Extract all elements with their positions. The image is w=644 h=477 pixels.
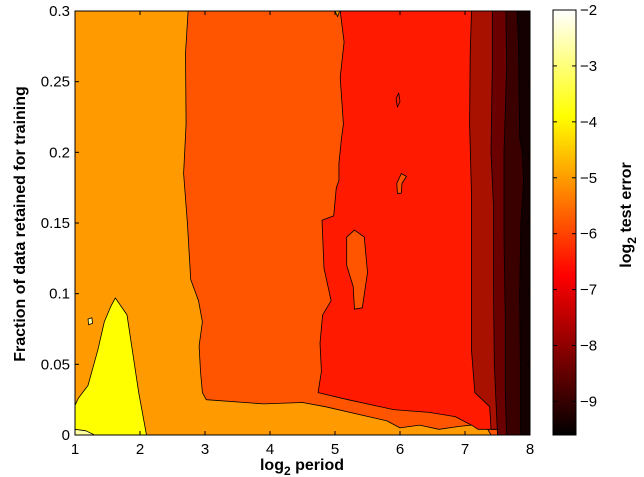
x-tick-label: 3 xyxy=(201,441,209,458)
colorbar-tick-label: −9 xyxy=(580,393,597,410)
x-tick-label: 8 xyxy=(526,441,534,458)
colorbar-tick-label: −7 xyxy=(580,282,597,299)
colorbar-tick-label: −4 xyxy=(580,114,597,131)
y-axis-label: Fraction of data retained for training xyxy=(12,86,29,362)
contour-region-2 xyxy=(75,428,95,435)
x-tick-label: 1 xyxy=(71,441,79,458)
colorbar-tick-label: −8 xyxy=(580,338,597,355)
colorbar-label: log2 test error xyxy=(618,162,639,267)
contour-region-7 xyxy=(396,173,407,194)
x-tick-label: 7 xyxy=(461,441,469,458)
x-tick-label: 6 xyxy=(396,441,404,458)
contour-region-12 xyxy=(87,317,93,326)
x-tick-label: 4 xyxy=(266,441,274,458)
y-tick-label: 0.3 xyxy=(49,3,70,20)
colorbar-tick-label: −6 xyxy=(580,226,597,243)
contour-region-1 xyxy=(75,297,147,435)
y-tick-label: 0.05 xyxy=(41,356,70,373)
colorbar-ticks: −2 −3 −4 −5 −6 −7 −8 −9 xyxy=(553,2,597,410)
y-axis-ticks: 0 0.05 0.1 0.15 0.2 0.25 0.3 xyxy=(41,3,530,444)
colorbar-tick-label: −5 xyxy=(580,170,597,187)
x-tick-label: 2 xyxy=(136,441,144,458)
contour-region-5 xyxy=(334,11,341,18)
y-tick-label: 0 xyxy=(62,427,70,444)
contour-region-11 xyxy=(516,11,530,435)
colorbar-tick-label: −2 xyxy=(580,2,597,19)
y-tick-label: 0.2 xyxy=(49,144,70,161)
x-axis-label: log2 period xyxy=(260,457,344,477)
contour-plot-area xyxy=(75,11,530,435)
contour-region-13 xyxy=(395,92,401,108)
colorbar xyxy=(552,9,577,436)
y-tick-label: 0.1 xyxy=(49,286,70,303)
contour-region-6 xyxy=(346,229,368,310)
x-axis-ticks: 1 2 3 4 5 6 7 8 xyxy=(71,11,534,458)
x-tick-label: 5 xyxy=(331,441,339,458)
y-tick-label: 0.15 xyxy=(41,215,70,232)
colorbar-tick-label: −3 xyxy=(580,58,597,75)
y-tick-label: 0.25 xyxy=(41,74,70,91)
